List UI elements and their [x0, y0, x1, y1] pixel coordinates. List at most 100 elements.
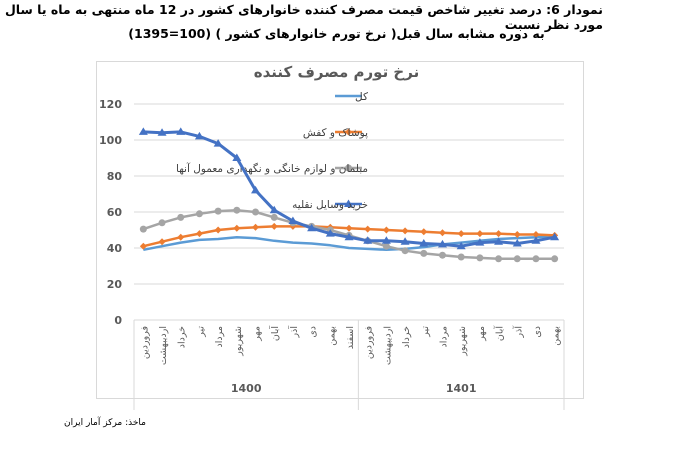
triangle-marker [419, 239, 429, 247]
y-tick-label: 80 [107, 170, 123, 183]
triangle-marker [325, 229, 335, 237]
triangle-marker [344, 199, 353, 207]
circle-marker [513, 255, 521, 263]
y-tick-label: 100 [99, 134, 122, 147]
x-tick-label: مهر [252, 326, 263, 342]
diamond-marker [177, 233, 185, 241]
diamond-marker [420, 228, 428, 236]
legend-label: مبلمان و لوازم خانگی و نگهداری معمول آنه… [176, 162, 368, 175]
x-tick-label: مرداد [438, 326, 449, 347]
y-tick-label: 60 [107, 206, 123, 219]
diamond-marker [270, 222, 278, 230]
y-tick-label: 120 [99, 98, 122, 111]
x-tick-label: خرداد [177, 326, 188, 348]
x-tick-label: بهمن [326, 326, 337, 346]
x-tick-label: دی [308, 326, 319, 338]
diamond-marker [158, 238, 166, 246]
x-tick-label: تیر [195, 326, 206, 338]
diamond-marker [214, 226, 222, 234]
diamond-marker [345, 224, 353, 232]
legend-label: پوشاک و کفش [303, 127, 368, 139]
diamond-marker [532, 231, 540, 238]
x-tick-label: اسفند [345, 326, 356, 349]
triangle-marker [437, 239, 447, 248]
chart-frame [96, 61, 584, 399]
triangle-marker [138, 127, 148, 135]
x-tick-label: آبان [493, 326, 506, 342]
y-tick-label: 0 [114, 314, 122, 327]
diamond-marker [457, 230, 465, 238]
x-tick-label: دی [532, 326, 543, 338]
circle-marker [270, 213, 278, 221]
triangle-marker [494, 237, 504, 245]
triangle-marker [344, 232, 354, 241]
triangle-marker [456, 241, 466, 250]
triangle-marker [363, 236, 373, 244]
circle-marker [252, 208, 260, 216]
x-tick-label: آبان [268, 326, 281, 342]
diamond-marker [495, 230, 503, 238]
circle-marker [476, 254, 484, 262]
circle-marker [233, 206, 241, 214]
triangle-marker [550, 232, 560, 241]
x-tick-label: اردیبهشت [382, 326, 393, 365]
x-tick-label: آذر [287, 326, 300, 339]
source-note: ماخذ: مرکز آمار ایران [64, 418, 146, 428]
x-tick-label: مهر [476, 326, 487, 342]
x-tick-label: شهریور [233, 326, 244, 357]
circle-marker [420, 249, 428, 257]
diamond-marker [345, 128, 352, 136]
diamond-marker [195, 230, 203, 238]
triangle-marker [475, 238, 485, 246]
x-tick-label: فروردین [364, 326, 375, 359]
diamond-marker [364, 225, 372, 233]
y-tick-label: 20 [107, 278, 123, 291]
triangle-marker [531, 236, 541, 244]
group-label: 1401 [446, 382, 477, 395]
circle-marker [158, 219, 166, 227]
triangle-marker [251, 185, 261, 194]
circle-marker [495, 255, 503, 263]
circle-marker [345, 164, 352, 172]
diamond-marker [513, 231, 521, 238]
triangle-marker [269, 205, 279, 214]
chart-title: نرخ تورم مصرف کننده [253, 63, 420, 81]
circle-marker [139, 225, 147, 233]
triangle-marker [381, 236, 391, 244]
figure-title-line1: نمودار 6: درصد تغییر شاخص قیمت مصرف کنند… [4, 2, 603, 32]
diamond-marker [401, 227, 409, 235]
legend-label: کل [355, 91, 368, 103]
x-tick-label: اردیبهشت [158, 326, 169, 365]
x-tick-label: بهمن [551, 326, 562, 346]
triangle-marker [176, 127, 186, 135]
circle-marker [457, 253, 465, 261]
x-tick-label: فروردین [139, 326, 150, 359]
diamond-marker [233, 224, 241, 232]
x-tick-label: خرداد [401, 326, 412, 348]
triangle-marker [194, 131, 204, 140]
diamond-marker [252, 223, 260, 231]
series-line [143, 235, 555, 252]
circle-marker [214, 207, 222, 215]
diamond-marker [139, 242, 147, 250]
x-tick-label: آذر [511, 326, 524, 339]
triangle-marker [157, 128, 167, 136]
circle-marker [382, 242, 390, 250]
circle-marker [551, 255, 559, 263]
group-label: 1400 [231, 382, 262, 395]
triangle-marker [288, 216, 298, 224]
diamond-marker [438, 229, 446, 237]
triangle-marker [232, 153, 242, 161]
y-tick-label: 40 [107, 242, 123, 255]
legend-label: خرید وسایل نقلیه [292, 199, 368, 211]
x-tick-label: تیر [420, 326, 431, 338]
diamond-marker [382, 226, 390, 234]
x-tick-label: شهریور [457, 326, 468, 357]
triangle-marker [307, 223, 317, 232]
triangle-marker [213, 139, 223, 147]
circle-marker [195, 210, 203, 218]
circle-marker [532, 255, 540, 263]
triangle-marker [400, 237, 410, 245]
x-tick-label: مرداد [214, 326, 225, 347]
